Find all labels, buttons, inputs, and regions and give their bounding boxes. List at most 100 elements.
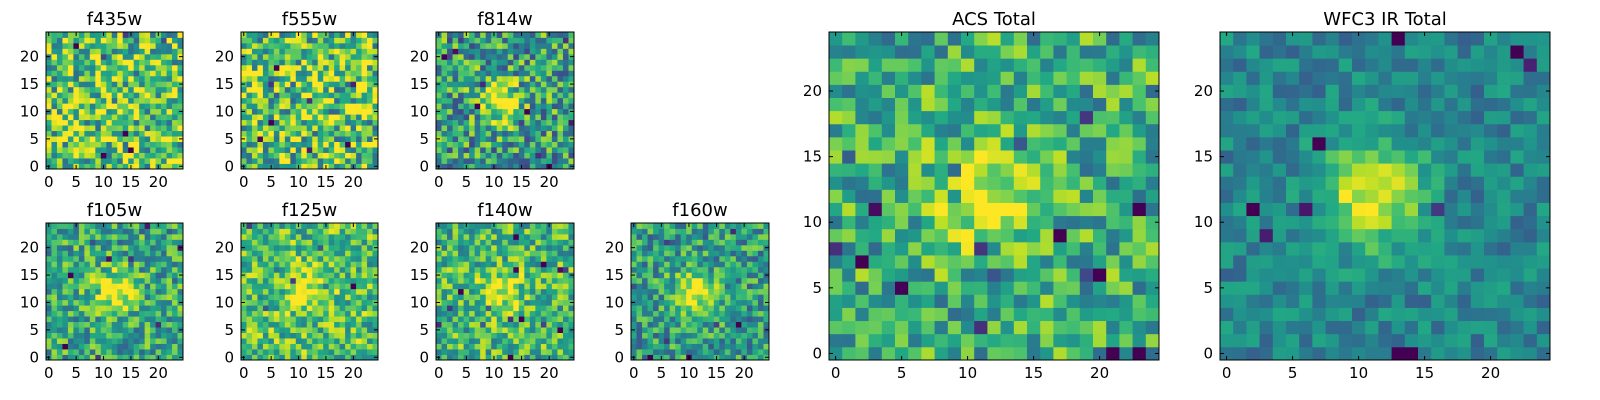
heatmap-cell: [1013, 294, 1028, 308]
heatmap-cell: [84, 152, 91, 159]
heatmap-cell: [334, 48, 341, 55]
heatmap-cell: [150, 48, 156, 55]
heatmap-cell: [1066, 281, 1081, 295]
heatmap-cell: [653, 277, 659, 284]
heatmap-cell: [279, 299, 286, 306]
heatmap-cell: [328, 97, 335, 104]
heatmap-cell: [447, 310, 453, 317]
heatmap-cell: [133, 272, 140, 279]
heatmap-cell: [177, 261, 184, 268]
heatmap-cell: [166, 75, 173, 82]
heatmap-cell: [339, 136, 346, 142]
heatmap-cell: [95, 310, 102, 317]
heatmap-cell: [106, 59, 113, 66]
heatmap-cell: [881, 215, 896, 230]
heatmap-cell: [56, 223, 63, 229]
heatmap-cell: [350, 250, 357, 257]
heatmap-cell: [122, 32, 129, 38]
heatmap-cell: [436, 250, 442, 257]
heatmap-cell: [62, 316, 69, 323]
heatmap-cell: [485, 125, 492, 132]
heatmap-cell: [155, 255, 162, 262]
heatmap-cell: [557, 53, 564, 60]
heatmap-cell: [73, 141, 80, 148]
heatmap-cell: [752, 261, 759, 268]
heatmap-cell: [546, 114, 553, 121]
heatmap-cell: [540, 64, 547, 71]
heatmap-cell: [62, 130, 69, 137]
heatmap-cell: [279, 228, 286, 235]
heatmap-cell: [284, 327, 291, 333]
heatmap-cell: [908, 268, 922, 282]
heatmap-cell: [367, 114, 373, 121]
heatmap-cell: [452, 141, 459, 148]
heatmap-cell: [328, 261, 335, 268]
heatmap-cell: [507, 114, 514, 121]
heatmap-cell: [334, 42, 341, 49]
heatmap-cell: [540, 48, 547, 55]
heatmap-cell: [518, 158, 525, 164]
heatmap-cell: [339, 327, 346, 333]
heatmap-cell: [524, 103, 531, 110]
heatmap-cell: [568, 32, 575, 38]
heatmap-cell: [51, 277, 58, 284]
heatmap-cell: [62, 294, 69, 301]
heatmap-cell: [295, 310, 302, 317]
heatmap-cell: [172, 152, 178, 159]
heatmap-cell: [372, 114, 379, 121]
heatmap-cell: [680, 299, 687, 306]
heatmap-cell: [295, 272, 302, 279]
heatmap-cell: [529, 288, 536, 295]
heatmap-cell: [166, 158, 173, 164]
heatmap-cell: [535, 119, 542, 126]
heatmap-cell: [312, 310, 319, 317]
heatmap-cell: [89, 97, 96, 104]
heatmap-cell: [95, 354, 102, 361]
heatmap-cell: [84, 130, 91, 137]
heatmap-cell: [268, 114, 275, 121]
heatmap-cell: [95, 250, 102, 257]
heatmap-cell: [829, 241, 843, 256]
heatmap-cell: [345, 141, 351, 148]
heatmap-cell: [496, 81, 503, 88]
heatmap-cell: [306, 114, 313, 121]
heatmap-cell: [128, 158, 135, 164]
heatmap-cell: [752, 272, 759, 279]
heatmap-cell: [155, 305, 162, 312]
heatmap-cell: [246, 53, 253, 60]
heatmap-cell: [452, 53, 459, 60]
heatmap-cell: [730, 283, 737, 290]
heatmap-cell: [334, 152, 341, 159]
heatmap-cell: [350, 136, 357, 142]
heatmap-cell: [441, 316, 448, 323]
heatmap-cell: [295, 327, 302, 333]
heatmap-cell: [642, 233, 648, 240]
heatmap-cell: [339, 305, 346, 312]
heatmap-cell: [724, 223, 731, 229]
heatmap-cell: [562, 305, 569, 312]
heatmap-cell: [518, 103, 525, 110]
heatmap-cell: [251, 114, 258, 121]
heatmap-cell: [658, 261, 665, 268]
heatmap-cell: [1053, 215, 1067, 230]
heatmap-cell: [323, 294, 330, 301]
panel-title: f105w: [87, 200, 142, 221]
heatmap-cell: [290, 343, 297, 350]
heatmap-cell: [251, 321, 258, 328]
heatmap-cell: [161, 349, 167, 355]
heatmap-cell: [480, 228, 487, 235]
heatmap-cell: [172, 103, 178, 110]
heatmap-cell: [507, 310, 514, 317]
heatmap-cell: [474, 266, 481, 273]
heatmap-cell: [317, 42, 324, 49]
heatmap-cell: [447, 97, 453, 104]
heatmap-cell: [664, 294, 671, 301]
heatmap-cell: [328, 59, 335, 66]
heatmap-cell: [447, 37, 453, 44]
heatmap-cell: [172, 223, 178, 229]
heatmap-cell: [155, 294, 162, 301]
heatmap-cell: [317, 233, 324, 240]
heatmap-cell: [317, 327, 324, 333]
heatmap-cell: [719, 343, 726, 350]
heatmap-cell: [557, 272, 564, 279]
